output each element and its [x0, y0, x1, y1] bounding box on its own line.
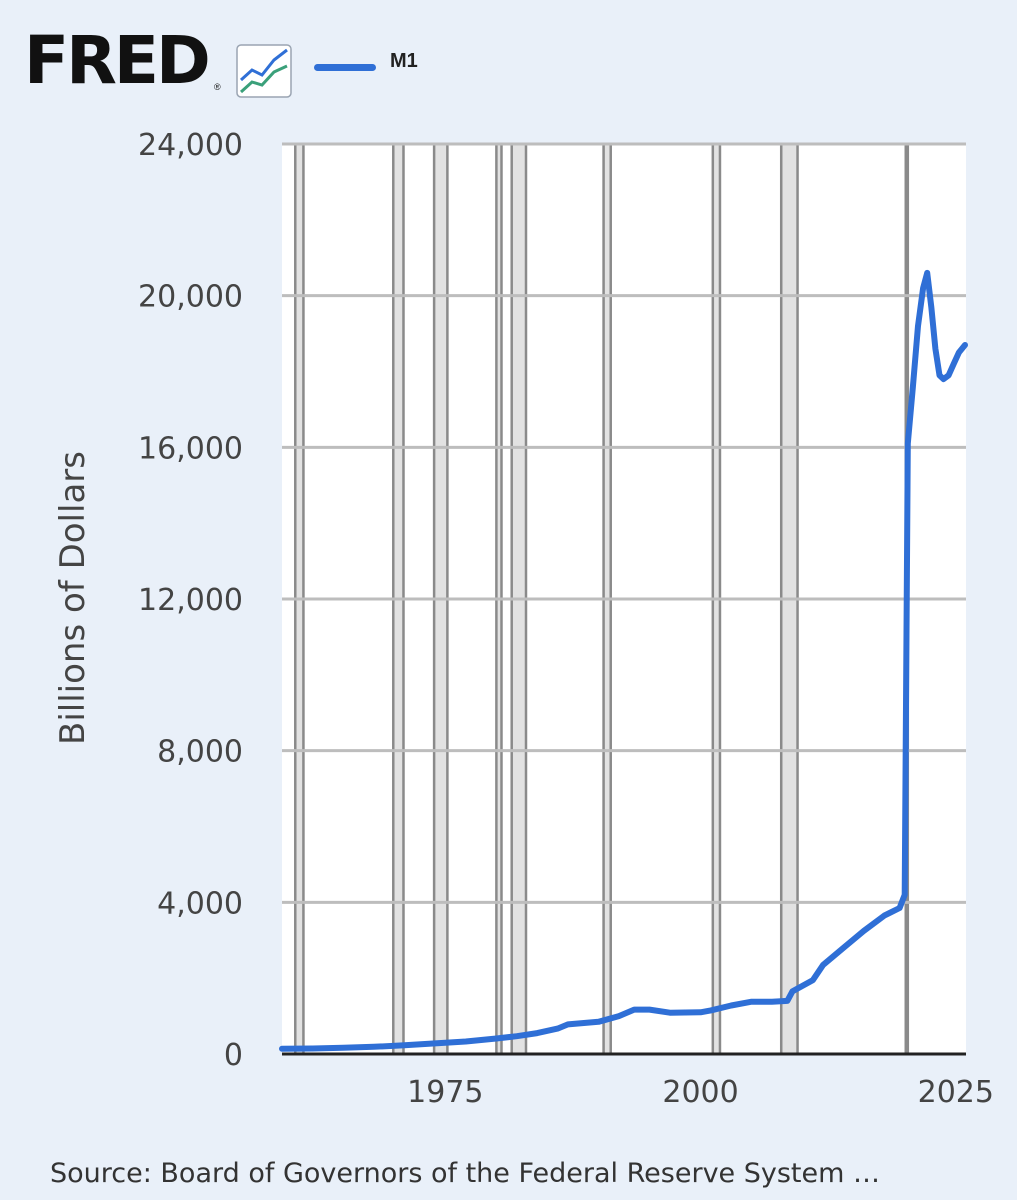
- legend-swatch-m1: [314, 64, 376, 71]
- legend-label-m1: M1: [390, 50, 418, 72]
- chart-header: FRED ® M1: [0, 0, 1017, 110]
- x-tick-label: 2025: [918, 1075, 994, 1110]
- y-tick-label: 16,000: [138, 431, 243, 466]
- fred-logo[interactable]: FRED: [24, 22, 211, 99]
- y-axis-label: Billions of Dollars: [53, 451, 93, 745]
- fred-registered-mark: ®: [214, 82, 221, 92]
- x-tick-label: 1975: [407, 1075, 483, 1110]
- y-axis-ticks: 0 4,000 8,000 12,000 16,000 20,000 24,000: [138, 128, 243, 1073]
- series-line-m1[interactable]: [279, 269, 968, 1052]
- line-chart: 0 4,000 8,000 12,000 16,000 20,000 24,000 1975…: [53, 128, 994, 1110]
- source-note: Source: Board of Governors of the Federa…: [50, 1158, 881, 1189]
- y-tick-label: 4,000: [157, 886, 243, 921]
- y-tick-label: 24,000: [138, 128, 243, 163]
- gridlines: [282, 142, 966, 904]
- fred-line-chart-icon[interactable]: [236, 44, 292, 98]
- y-tick-label: 8,000: [157, 735, 243, 770]
- y-tick-label: 0: [224, 1038, 243, 1073]
- x-tick-label: 2000: [662, 1075, 738, 1110]
- x-axis-ticks: 1975 2000 2025: [407, 1075, 994, 1110]
- y-tick-label: 20,000: [138, 280, 243, 315]
- y-tick-label: 12,000: [138, 583, 243, 618]
